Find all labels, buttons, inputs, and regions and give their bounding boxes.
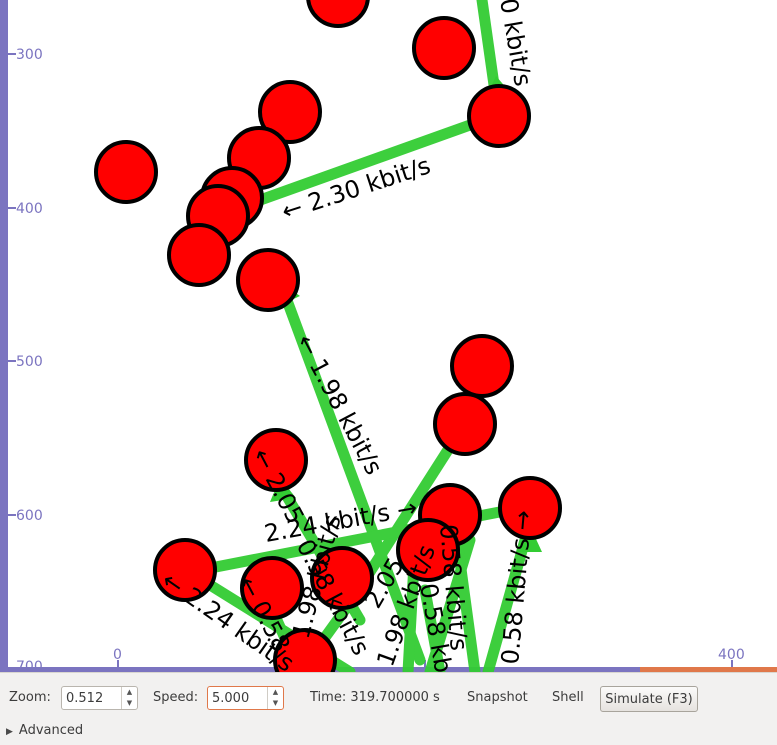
network-canvas[interactable]: 300 400 500 600 700 0 400 xyxy=(0,0,777,672)
zoom-label: Zoom: xyxy=(9,690,51,705)
link xyxy=(279,289,426,666)
node[interactable] xyxy=(412,16,476,80)
y-tick-label: 700 xyxy=(16,659,43,672)
link xyxy=(419,584,446,672)
speed-spinbox[interactable]: ▲ ▼ xyxy=(207,686,284,710)
node[interactable] xyxy=(167,223,231,287)
link-rate-label: 0.58 kbit/s → xyxy=(496,509,537,665)
node[interactable] xyxy=(498,476,562,540)
nodes[interactable] xyxy=(94,0,562,672)
y-tick-label: 600 xyxy=(16,508,43,524)
node[interactable] xyxy=(153,538,217,602)
zoom-up-icon[interactable]: ▲ xyxy=(126,688,133,696)
advanced-expander[interactable]: ▶ Advanced xyxy=(6,723,83,738)
speed-input[interactable] xyxy=(212,689,264,707)
node[interactable] xyxy=(310,546,374,610)
node[interactable] xyxy=(244,428,308,492)
y-tick-label: 500 xyxy=(16,354,43,370)
x-tick-label: 400 xyxy=(718,647,745,663)
x-tick-label: 0 xyxy=(113,647,122,663)
expander-triangle-icon: ▶ xyxy=(6,727,13,737)
x-axis-bar-accent xyxy=(640,667,777,672)
control-bar: Zoom: ▲ ▼ Speed: ▲ ▼ Time: 319.700000 s … xyxy=(0,672,777,745)
node[interactable] xyxy=(236,248,300,312)
node[interactable] xyxy=(396,518,460,582)
link xyxy=(482,534,531,672)
zoom-input[interactable] xyxy=(66,689,118,707)
speed-label: Speed: xyxy=(153,690,199,705)
shell-button[interactable]: Shell xyxy=(552,690,584,705)
node[interactable] xyxy=(240,556,304,620)
y-tick-label: 400 xyxy=(16,201,43,217)
link xyxy=(232,109,504,214)
node[interactable] xyxy=(258,80,322,144)
link xyxy=(476,0,501,98)
node[interactable] xyxy=(450,334,514,398)
simulate-button[interactable]: Simulate (F3) xyxy=(600,686,698,712)
snapshot-button[interactable]: Snapshot xyxy=(467,690,528,705)
speed-spin-arrows[interactable]: ▲ ▼ xyxy=(267,687,283,709)
simulation-time: Time: 319.700000 s xyxy=(310,690,440,705)
node[interactable] xyxy=(94,140,158,204)
link-rate-label: 0 kbit/s xyxy=(494,0,537,88)
node[interactable] xyxy=(467,84,531,148)
zoom-down-icon[interactable]: ▼ xyxy=(126,699,133,707)
advanced-label: Advanced xyxy=(18,723,84,738)
y-axis-bar xyxy=(0,0,8,672)
node[interactable] xyxy=(273,628,337,672)
speed-down-icon[interactable]: ▼ xyxy=(272,699,279,707)
node[interactable] xyxy=(433,392,497,456)
y-tick-label: 300 xyxy=(16,47,43,63)
node[interactable] xyxy=(306,0,370,28)
speed-up-icon[interactable]: ▲ xyxy=(272,688,279,696)
zoom-spinbox[interactable]: ▲ ▼ xyxy=(61,686,138,710)
zoom-spin-arrows[interactable]: ▲ ▼ xyxy=(121,687,137,709)
